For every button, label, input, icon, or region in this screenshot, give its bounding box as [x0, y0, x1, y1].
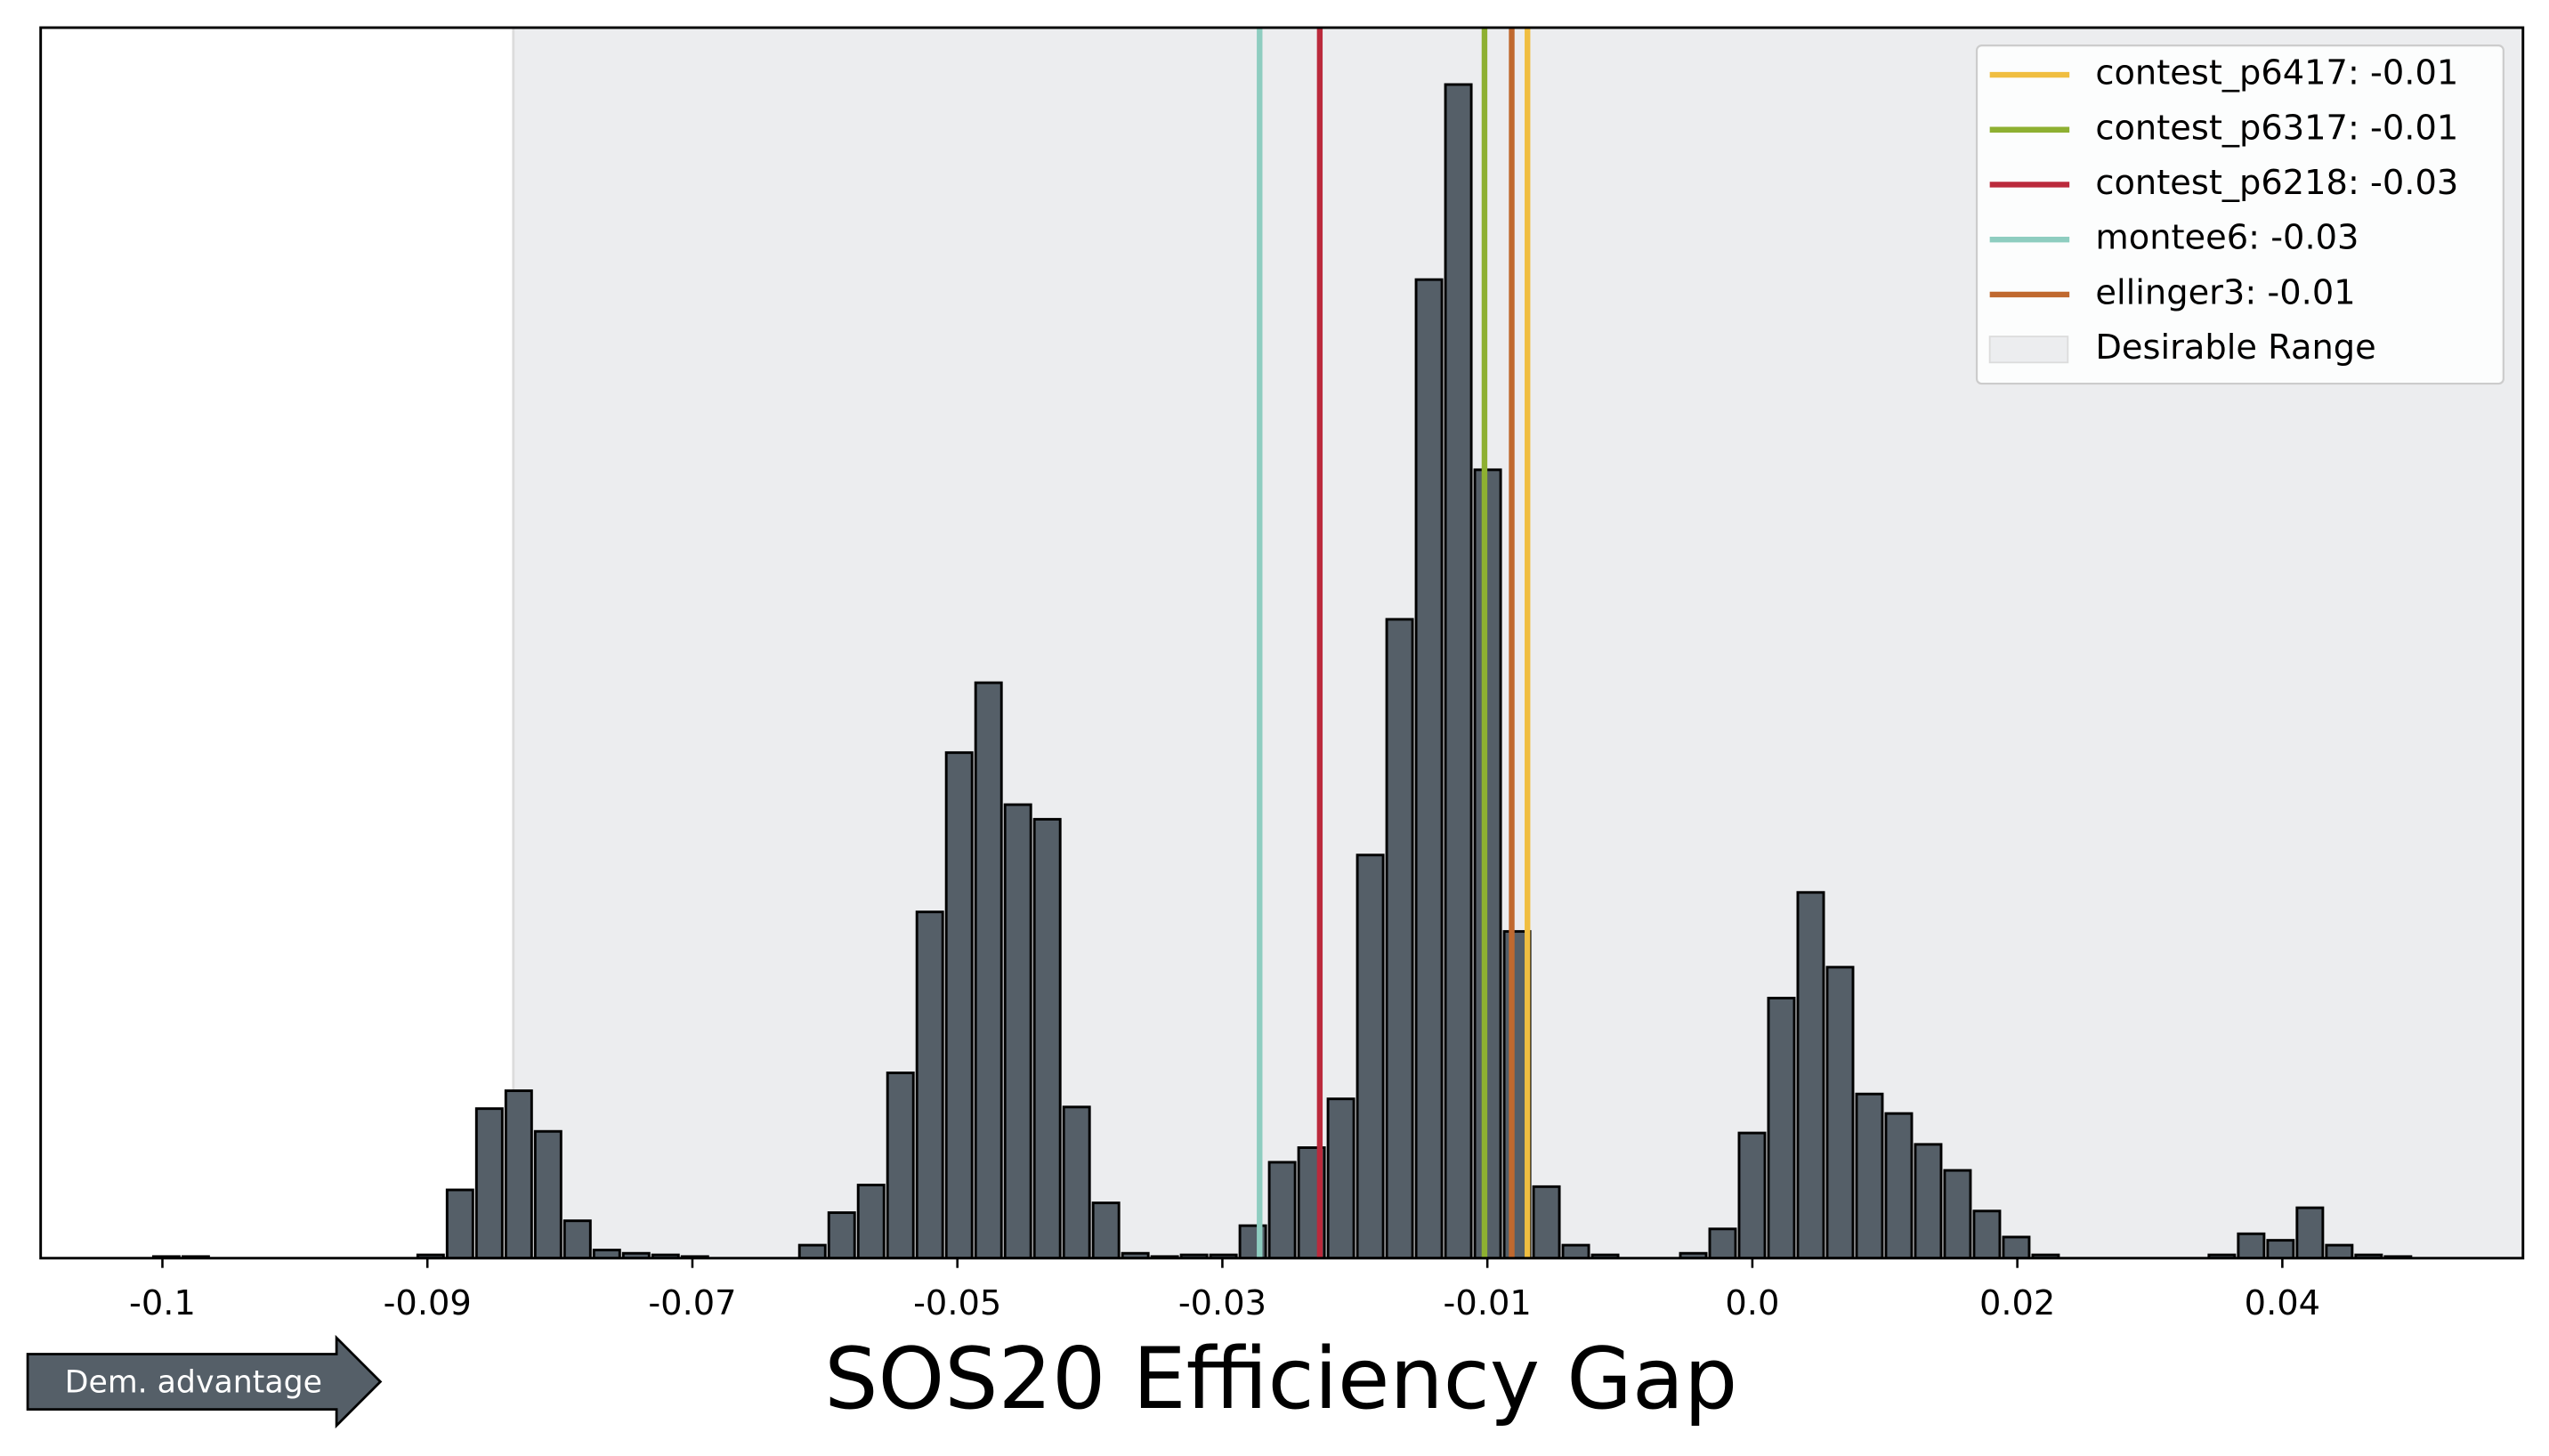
bar — [621, 1251, 651, 1258]
bar — [2002, 1235, 2031, 1258]
bar — [1943, 1169, 1972, 1258]
bar — [533, 1129, 562, 1258]
x-tick-label: -0.03 — [1178, 1283, 1266, 1323]
legend-swatch — [1988, 336, 2069, 364]
x-tick-label: 0.02 — [1979, 1283, 2055, 1323]
bar — [474, 1107, 504, 1258]
x-tick-label: -0.05 — [913, 1283, 1001, 1323]
bar — [1179, 1253, 1209, 1258]
bar — [1209, 1253, 1238, 1258]
x-axis-label: SOS20 Efficiency Gap — [824, 1331, 1737, 1428]
bar — [856, 1184, 886, 1258]
bar — [651, 1253, 680, 1258]
bar — [1914, 1143, 1943, 1258]
legend-label: montee6: -0.03 — [2095, 218, 2359, 258]
bar — [1855, 1092, 1884, 1258]
bar — [562, 1219, 592, 1258]
bar — [886, 1072, 915, 1258]
bar — [2295, 1206, 2325, 1258]
annotation: Dem. advantage — [65, 1364, 322, 1400]
bar — [1825, 966, 1855, 1258]
plot-frame — [39, 26, 2525, 1260]
bar — [1414, 278, 1444, 1258]
bar — [2207, 1253, 2237, 1258]
legend-label: Desirable Range — [2095, 328, 2375, 368]
legend-box — [1975, 44, 2504, 385]
bar — [974, 681, 1003, 1258]
x-tick-label: 0.04 — [2245, 1283, 2320, 1323]
x-tick-label: -0.01 — [1444, 1283, 1532, 1323]
bar — [797, 1243, 827, 1258]
bar — [1884, 1112, 1914, 1258]
bar — [944, 751, 974, 1258]
legend-label: contest_p6218: -0.03 — [2095, 163, 2458, 203]
x-tick-label: -0.1 — [129, 1283, 196, 1323]
bar — [1326, 1097, 1355, 1258]
bar — [2237, 1232, 2266, 1258]
legend-label: contest_p6417: -0.01 — [2095, 53, 2458, 93]
legend-label: contest_p6317: -0.01 — [2095, 108, 2458, 148]
bar — [1590, 1253, 1620, 1258]
bar — [1972, 1209, 2002, 1258]
bar — [445, 1188, 474, 1258]
annotation-arrow — [26, 1334, 383, 1429]
bar — [915, 910, 944, 1258]
x-tick-label: -0.09 — [384, 1283, 472, 1323]
bar — [1679, 1251, 1708, 1258]
x-tick-label: -0.07 — [648, 1283, 736, 1323]
bar — [2354, 1253, 2383, 1258]
legend-label: ellinger3: -0.01 — [2095, 272, 2355, 312]
bar — [1767, 997, 1796, 1258]
bar — [1267, 1161, 1297, 1258]
bar — [1032, 818, 1062, 1258]
bar — [2031, 1253, 2060, 1258]
bar — [1561, 1243, 1590, 1258]
bar — [1062, 1105, 1091, 1258]
bar — [827, 1211, 856, 1258]
plot-content — [151, 28, 2523, 1258]
bar — [1355, 853, 1385, 1258]
bar — [1003, 803, 1032, 1258]
bar — [1444, 83, 1473, 1258]
bar — [1473, 468, 1502, 1258]
bar — [1796, 891, 1825, 1258]
bar — [1385, 618, 1414, 1258]
bar — [1121, 1251, 1150, 1258]
bar — [592, 1249, 621, 1258]
bar — [416, 1253, 445, 1258]
bar — [504, 1089, 533, 1258]
bar — [1737, 1131, 1767, 1258]
bar — [1091, 1201, 1121, 1258]
bar — [2266, 1239, 2295, 1258]
x-tick-label: 0.0 — [1725, 1283, 1779, 1323]
bar — [2325, 1243, 2354, 1258]
bar — [1708, 1227, 1737, 1258]
bar — [1532, 1185, 1561, 1258]
